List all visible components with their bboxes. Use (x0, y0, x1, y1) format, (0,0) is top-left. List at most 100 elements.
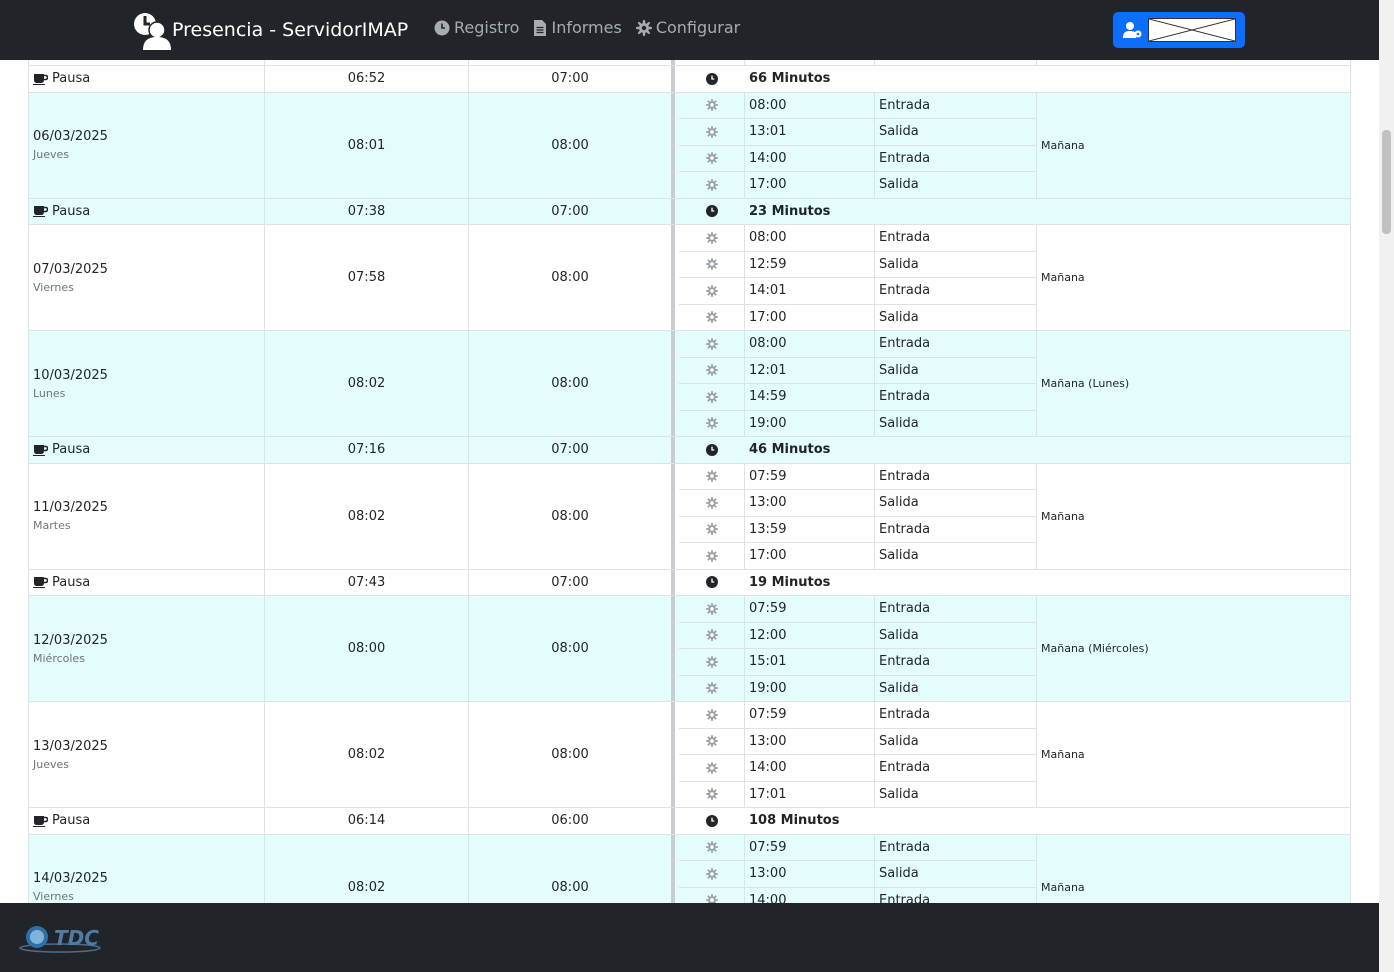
punch-type: Salida (875, 172, 1037, 199)
punch-type: Salida (875, 119, 1037, 146)
punch-time: 13:00 (745, 490, 875, 517)
gear-icon (635, 19, 652, 36)
punch-row: 15:01 Entrada (679, 649, 1350, 676)
navbar: Presencia - ServidorIMAP Registro Inform… (0, 0, 1379, 60)
worked-hours: 08:00 (347, 641, 386, 656)
shift-name: Mañana (1041, 880, 1085, 894)
punch-time: 12:00 (745, 622, 875, 649)
pausa-row: Pausa 07:16 07:00 46 Minutos (29, 437, 1350, 464)
brand[interactable]: Presencia - ServidorIMAP (131, 10, 408, 50)
user-menu-button[interactable] (1113, 12, 1245, 48)
punch-row: 17:01 Salida (679, 781, 1350, 808)
coffee-cup-icon (33, 444, 48, 456)
punch-type: Salida (875, 781, 1037, 808)
punch-row: 07:59 Entrada (679, 596, 1350, 623)
nav-informes[interactable]: Informes (533, 18, 622, 37)
punch-gear-icon (705, 311, 718, 324)
punch-row: 12:00 Salida (679, 622, 1350, 649)
shift-name: Mañana (Miércoles) (1041, 642, 1149, 655)
pausa-row: Pausa 07:38 07:00 23 Minutos (29, 198, 1350, 225)
expected-hours: 08:00 (551, 137, 589, 153)
pausa-duration: 23 Minutos (749, 203, 831, 219)
punch-row: 13:59 Entrada (679, 516, 1350, 543)
clock-icon (706, 814, 718, 827)
user-avatar-placeholder (1148, 18, 1236, 42)
pausa-duration: 19 Minutos (749, 574, 831, 590)
punch-type: Entrada (875, 225, 1037, 252)
punch-gear-icon (705, 788, 718, 801)
day-weekday: Miércoles (33, 651, 85, 665)
day-date: 07/03/2025 (33, 261, 108, 277)
punch-time: 08:00 (745, 225, 875, 252)
punch-time: 17:00 (745, 172, 875, 199)
punch-row: 08:00 Entrada (679, 92, 1350, 119)
worked-hours: 08:02 (347, 508, 386, 524)
pausa-label: Pausa (52, 442, 91, 458)
scrollbar[interactable] (1379, 0, 1394, 972)
coffee-cup-icon (33, 73, 48, 85)
punch-gear-icon (705, 496, 718, 509)
punch-row: 14:00 Entrada (679, 887, 1350, 903)
shift-name: Mañana (Lunes) (1041, 377, 1130, 390)
worked-hours: 07:43 (347, 574, 386, 590)
punch-time: 13:00 (745, 861, 875, 888)
scrollbar-thumb[interactable] (1382, 130, 1391, 234)
punch-time: 08:00 (745, 331, 875, 358)
nav-registro[interactable]: Registro (434, 18, 519, 37)
pausa-label: Pausa (52, 71, 91, 87)
day-date: 10/03/2025 (33, 367, 108, 383)
nav-configurar[interactable]: Configurar (635, 18, 740, 37)
punch-gear-icon (705, 655, 718, 668)
shift-name: Mañana (1041, 509, 1085, 523)
clock-icon (434, 20, 450, 35)
punch-time: 14:59 (745, 384, 875, 411)
punch-type: Salida (875, 675, 1037, 702)
day-row: 07/03/2025 Viernes 07:58 08:00 08:00 Entrada 1… (29, 225, 1350, 331)
punch-gear-icon (705, 523, 718, 536)
expected-hours: 07:00 (551, 203, 589, 219)
punch-time: 14:00 (745, 887, 875, 903)
worked-hours: 08:02 (347, 879, 386, 895)
shift-name: Mañana (1041, 748, 1085, 761)
punch-type: Salida (875, 410, 1037, 437)
punch-row: 17:00 Salida (679, 543, 1350, 570)
shift-name: Mañana (1041, 271, 1085, 284)
punch-time: 17:00 (745, 304, 875, 331)
punch-gear-icon (705, 125, 718, 138)
day-row: 10/03/2025 Lunes 08:02 08:00 08:00 Entrada 12:… (29, 331, 1350, 437)
punch-type: Entrada (875, 834, 1037, 861)
punch-gear-icon (705, 470, 718, 483)
document-icon (534, 19, 547, 36)
punch-type: Salida (875, 251, 1037, 278)
punch-gear-icon (705, 549, 718, 562)
punch-time: 15:01 (745, 649, 875, 676)
punch-type: Entrada (875, 384, 1037, 411)
punch-gear-icon (705, 258, 718, 271)
attendance-table: Pausa 06:52 07:00 66 Minutos 06/03/2025 Jueve… (28, 60, 1351, 903)
coffee-cup-icon (33, 815, 48, 827)
pausa-row: Pausa 06:52 07:00 66 Minutos (29, 66, 1350, 93)
footer-logo-text: TDC (54, 926, 99, 950)
punch-type: Salida (875, 543, 1037, 570)
punch-type: Entrada (875, 278, 1037, 305)
punch-gear-icon (705, 735, 718, 748)
punch-time: 13:01 (745, 119, 875, 146)
punch-row: 13:00 Salida (679, 861, 1350, 888)
punch-time: 07:59 (745, 463, 875, 490)
expected-hours: 08:00 (551, 641, 589, 656)
punch-gear-icon (705, 364, 718, 377)
punch-row: 13:00 Salida (679, 728, 1350, 755)
pausa-label: Pausa (52, 203, 91, 219)
expected-hours: 08:00 (551, 508, 589, 524)
day-weekday: Viernes (33, 890, 74, 903)
punch-type: Salida (875, 490, 1037, 517)
punch-type: Entrada (875, 463, 1037, 490)
punch-row: 17:00 Salida (679, 172, 1350, 199)
footer: TDC (0, 903, 1379, 972)
punch-type: Entrada (875, 702, 1037, 729)
punch-row: 14:00 Entrada (679, 145, 1350, 172)
punch-row: 17:00 Salida (679, 304, 1350, 331)
worked-hours: 08:01 (347, 137, 386, 153)
coffee-cup-icon (33, 577, 48, 589)
punch-row: 14:01 Entrada (679, 278, 1350, 305)
